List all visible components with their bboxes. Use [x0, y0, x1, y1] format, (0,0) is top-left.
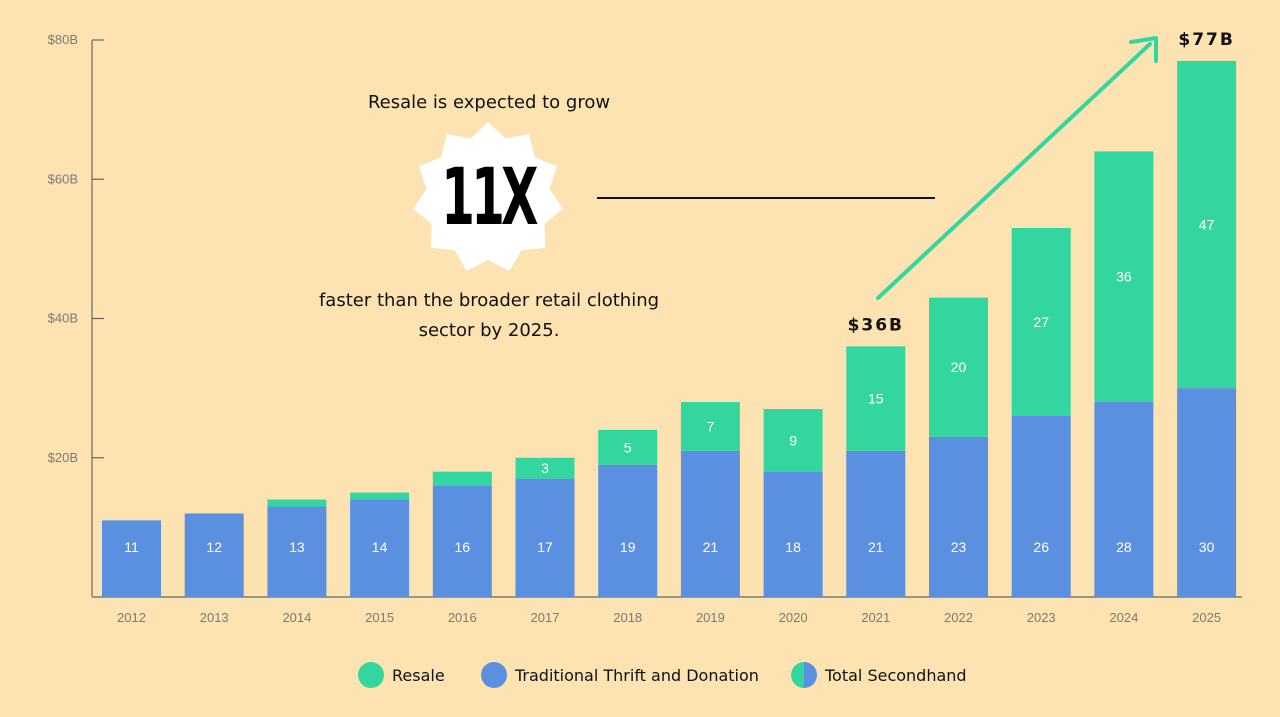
legend-swatch-total: [791, 662, 817, 688]
y-tick-label: $80B: [48, 32, 78, 47]
bar-thrift-2015: [350, 499, 410, 597]
data-label-resale: 20: [951, 359, 967, 375]
legend-label: Traditional Thrift and Donation: [515, 665, 759, 685]
bar-thrift-2014: [267, 506, 327, 597]
bar-thrift-2022: [929, 436, 988, 597]
bar-thrift-2024: [1094, 402, 1154, 597]
x-tick-label: 2016: [448, 610, 477, 625]
x-tick-label: 2014: [282, 610, 311, 625]
x-tick-label: 2021: [861, 610, 890, 625]
burst-badge: 11X: [412, 122, 564, 274]
data-label-resale: 7: [707, 418, 715, 434]
x-tick-label: 2017: [531, 610, 560, 625]
bar-resale-2024: [1094, 151, 1154, 403]
x-tick-label: 2025: [1192, 610, 1221, 625]
bar-thrift-2023: [1011, 415, 1071, 597]
x-tick-label: 2013: [200, 610, 229, 625]
data-label-resale: 5: [624, 439, 632, 455]
x-tick-label: 2012: [117, 610, 146, 625]
x-tick-label: 2015: [365, 610, 394, 625]
data-label-resale: 9: [789, 432, 797, 448]
x-tick-label: 2022: [944, 610, 973, 625]
growth-multiplier: 11X: [441, 153, 538, 243]
bar-resale-2021: [846, 346, 906, 451]
y-tick-label: $20B: [48, 450, 78, 465]
bar-thrift-2016: [432, 485, 492, 597]
bar-thrift-2018: [598, 464, 658, 597]
bar-resale-2022: [929, 297, 988, 437]
data-label-resale: 15: [868, 391, 884, 407]
data-label-thrift: 28: [1116, 539, 1132, 555]
bar-resale-2019: [680, 402, 740, 451]
data-label-thrift: 30: [1199, 539, 1215, 555]
bar-resale-2017: [515, 457, 575, 479]
legend-item-resale: Resale: [358, 662, 445, 688]
bar-thrift-2017: [515, 478, 575, 597]
bar-thrift-2019: [680, 450, 740, 597]
legend-item-thrift: Traditional Thrift and Donation: [481, 662, 759, 688]
bar-thrift-2013: [184, 513, 244, 597]
message-top: Resale is expected to grow: [367, 92, 611, 113]
data-label-thrift: 21: [868, 539, 884, 555]
total-callout: $77B: [1178, 30, 1234, 50]
divider-line: [597, 197, 935, 199]
data-label-thrift: 14: [372, 539, 388, 555]
x-tick-label: 2023: [1027, 610, 1056, 625]
data-label-thrift: 17: [537, 539, 553, 555]
bar-resale-2016: [432, 471, 492, 486]
x-tick-label: 2018: [613, 610, 642, 625]
x-tick-label: 2024: [1109, 610, 1138, 625]
bar-thrift-2012: [102, 520, 161, 597]
bar-resale-2015: [350, 492, 410, 500]
data-label-thrift: 11: [124, 539, 139, 555]
labels: 1120121220131320141420151620163172017519…: [117, 30, 1234, 625]
bar-resale-2025: [1177, 60, 1237, 389]
bar-resale-2020: [763, 409, 823, 472]
data-label-resale: 3: [541, 460, 549, 476]
y-tick-label: $40B: [48, 311, 78, 326]
bar-thrift-2025: [1177, 388, 1237, 597]
legend-label: Total Secondhand: [825, 665, 967, 685]
message-bottom: faster than the broader retail clothing …: [318, 290, 660, 341]
x-tick-label: 2019: [696, 610, 725, 625]
starburst-icon: [412, 122, 564, 271]
data-label-thrift: 26: [1033, 539, 1049, 555]
legend: Resale Traditional Thrift and Donation T…: [0, 662, 1280, 696]
data-label-thrift: 12: [206, 539, 222, 555]
data-label-thrift: 18: [785, 539, 801, 555]
y-tick-label: $60B: [48, 171, 78, 186]
bar-thrift-2020: [763, 471, 823, 597]
legend-label: Resale: [392, 665, 445, 685]
legend-swatch-thrift: [481, 662, 507, 688]
legend-swatch-resale: [358, 662, 384, 688]
bars: [102, 60, 1237, 597]
data-label-thrift: 19: [620, 539, 636, 555]
data-label-thrift: 13: [289, 539, 305, 555]
bar-resale-2014: [267, 499, 327, 507]
total-callout: $36B: [848, 315, 904, 335]
x-tick-label: 2020: [779, 610, 808, 625]
data-label-thrift: 21: [703, 539, 719, 555]
legend-item-total: Total Secondhand: [791, 662, 967, 688]
data-label-thrift: 23: [951, 539, 967, 555]
data-label-thrift: 16: [455, 539, 471, 555]
bar-resale-2018: [598, 429, 658, 465]
data-label-resale: 27: [1033, 314, 1049, 330]
growth-arrow: [876, 36, 1158, 300]
data-label-resale: 36: [1116, 269, 1132, 285]
bar-thrift-2021: [846, 450, 906, 597]
bar-resale-2023: [1011, 227, 1071, 416]
data-label-resale: 47: [1199, 217, 1215, 233]
